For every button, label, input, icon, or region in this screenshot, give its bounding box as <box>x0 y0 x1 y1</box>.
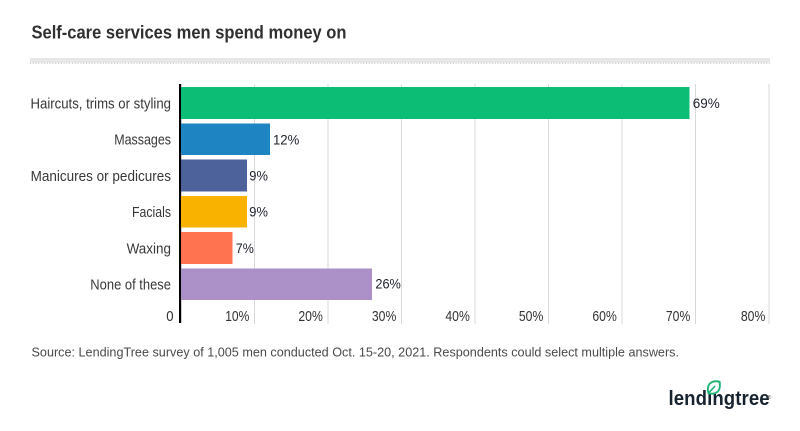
svg-text:lendıngtree: lendıngtree <box>669 388 770 410</box>
svg-text:None of these: None of these <box>90 277 171 294</box>
svg-text:70%: 70% <box>666 308 690 325</box>
svg-text:69%: 69% <box>693 95 720 111</box>
svg-text:9%: 9% <box>249 167 268 183</box>
svg-text:30%: 30% <box>372 308 396 325</box>
svg-text:Facials: Facials <box>132 204 171 221</box>
svg-text:Self-care services men spend m: Self-care services men spend money on <box>32 23 347 43</box>
svg-text:®: ® <box>767 394 771 401</box>
svg-text:10%: 10% <box>225 308 249 325</box>
svg-text:Source: LendingTree survey of: Source: LendingTree survey of 1,005 men … <box>32 345 680 360</box>
svg-text:60%: 60% <box>592 308 616 325</box>
svg-text:9%: 9% <box>249 204 268 220</box>
svg-text:7%: 7% <box>236 240 254 256</box>
svg-text:Waxing: Waxing <box>127 240 171 257</box>
svg-text:50%: 50% <box>519 308 543 325</box>
svg-text:26%: 26% <box>375 276 401 292</box>
svg-text:80%: 80% <box>741 308 765 325</box>
svg-text:40%: 40% <box>445 308 469 325</box>
svg-text:20%: 20% <box>298 308 322 325</box>
svg-text:0: 0 <box>166 308 173 325</box>
svg-text:Massages: Massages <box>114 132 171 149</box>
svg-text:Haircuts, trims or styling: Haircuts, trims or styling <box>31 95 172 112</box>
svg-text:12%: 12% <box>273 132 299 148</box>
svg-text:Manicures or pedicures: Manicures or pedicures <box>31 168 171 185</box>
